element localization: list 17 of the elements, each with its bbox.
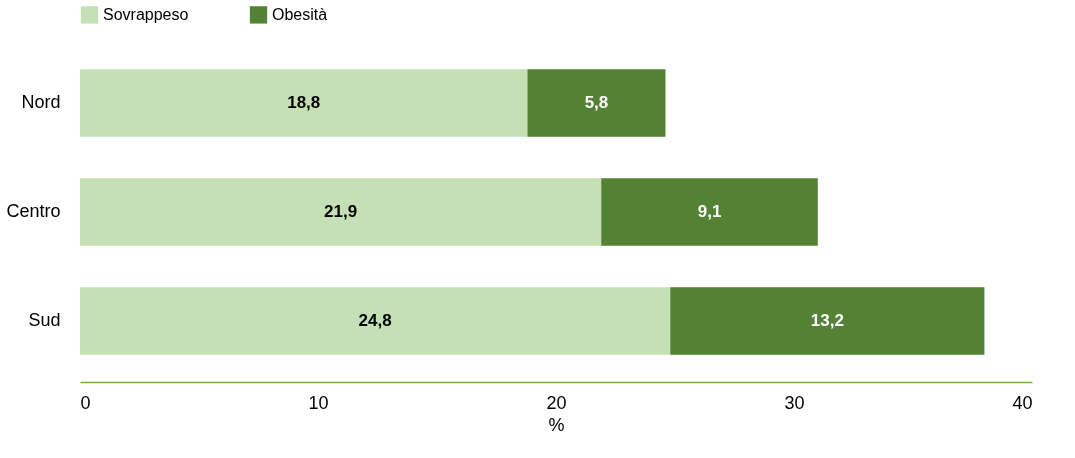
x-tick-label: 20 xyxy=(546,392,567,413)
y-tick-label: Sud xyxy=(28,309,61,330)
data-label: 21,9 xyxy=(324,202,358,221)
x-tick-label: 30 xyxy=(784,392,805,413)
x-tick-label: 0 xyxy=(80,392,91,413)
data-label: 13,2 xyxy=(810,310,844,330)
data-label: 9,1 xyxy=(697,202,722,221)
x-axis-title: % xyxy=(548,414,565,435)
legend-label: Sovrappeso xyxy=(103,5,189,23)
data-label: 24,8 xyxy=(358,310,392,330)
data-label: 18,8 xyxy=(287,93,321,113)
y-tick-label: Centro xyxy=(6,201,61,221)
y-tick-label: Nord xyxy=(21,92,61,113)
legend-label: Obesità xyxy=(272,5,328,23)
x-tick-label: 10 xyxy=(308,392,329,413)
data-label: 5,8 xyxy=(584,93,609,113)
x-tick-label: 40 xyxy=(1012,392,1033,413)
